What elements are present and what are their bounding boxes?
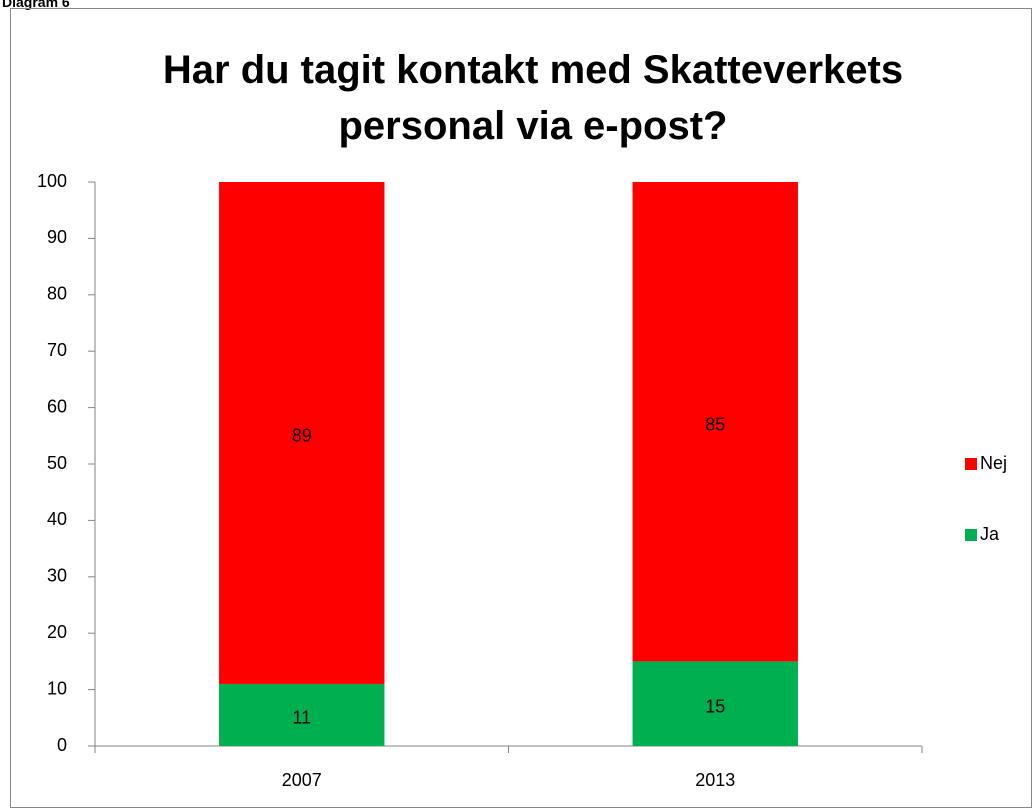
data-label: 11 (292, 708, 311, 728)
data-label: 15 (705, 696, 725, 716)
x-tick-label: 2007 (282, 770, 322, 790)
x-tick-label: 2013 (695, 770, 735, 790)
legend-label: Ja (980, 524, 1000, 544)
y-tick-label: 70 (47, 340, 67, 360)
legend-swatch (965, 458, 977, 470)
y-tick-label: 0 (57, 735, 67, 755)
y-tick-label: 20 (47, 622, 67, 642)
data-label: 89 (292, 426, 312, 446)
bar-segment (632, 661, 798, 746)
y-tick-label: 60 (47, 396, 67, 416)
y-tick-label: 30 (47, 566, 67, 586)
y-tick-label: 90 (47, 227, 67, 247)
bar-segment (632, 182, 798, 662)
bar-segment (219, 182, 385, 684)
caption: Diagram 6 (2, 0, 70, 10)
y-tick-label: 100 (37, 171, 67, 191)
chart-title: Har du tagit kontakt med Skatteverkets p… (162, 48, 904, 148)
legend-label: Nej (980, 453, 1007, 473)
y-tick-label: 80 (47, 284, 67, 304)
y-tick-label: 50 (47, 453, 67, 473)
legend-swatch (965, 529, 977, 541)
y-tick-label: 40 (47, 509, 67, 529)
data-label: 85 (705, 414, 725, 434)
y-tick-label: 10 (47, 678, 67, 698)
bar-segment (219, 683, 385, 746)
